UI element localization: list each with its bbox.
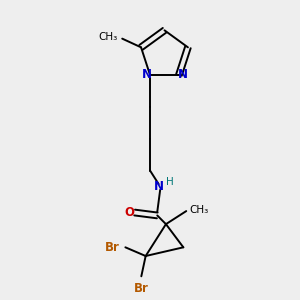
Text: Br: Br	[134, 282, 149, 295]
Text: N: N	[142, 68, 152, 81]
Text: N: N	[177, 68, 188, 81]
Text: CH₃: CH₃	[99, 32, 118, 42]
Text: Br: Br	[105, 241, 120, 254]
Text: O: O	[125, 206, 135, 219]
Text: H: H	[167, 177, 174, 187]
Text: CH₃: CH₃	[189, 205, 208, 214]
Text: N: N	[154, 180, 164, 193]
